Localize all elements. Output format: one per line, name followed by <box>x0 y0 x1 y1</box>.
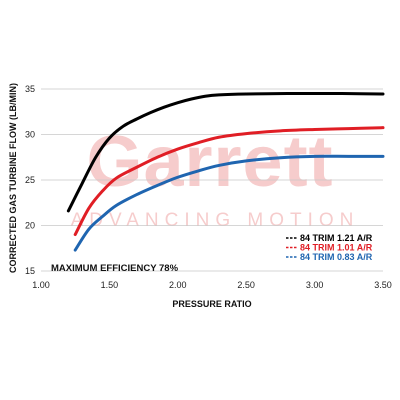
y-tick-label: 25 <box>25 175 35 185</box>
max-efficiency-annotation: MAXIMUM EFFICIENCY 78% <box>51 263 179 274</box>
x-tick-label: 3.50 <box>374 280 392 290</box>
x-tick-label: 1.50 <box>101 280 119 290</box>
x-tick-label: 2.00 <box>169 280 187 290</box>
y-axis-title: CORRECTED GAS TURBINE FLOW (LB/MIN) <box>8 83 18 273</box>
horizontal-gridlines <box>41 88 383 272</box>
y-tick-label: 20 <box>25 221 35 231</box>
chart-legend: 84 TRIM 1.21 A/R84 TRIM 1.01 A/R84 TRIM … <box>286 233 373 262</box>
series-line-121 <box>66 92 385 213</box>
series-lines <box>66 92 385 252</box>
x-tick-label: 2.50 <box>237 280 255 290</box>
series-line-101 <box>73 126 385 237</box>
legend-label-121: 84 TRIM 1.21 A/R <box>300 233 373 243</box>
y-tick-label: 15 <box>25 266 35 276</box>
legend-label-083: 84 TRIM 0.83 A/R <box>300 252 373 262</box>
y-tick-label: 30 <box>25 130 35 140</box>
watermark-tagline: ADVANCING MOTION <box>71 210 360 231</box>
series-line-083 <box>73 154 385 252</box>
x-axis-title: PRESSURE RATIO <box>172 299 251 309</box>
y-tick-label: 35 <box>25 84 35 94</box>
x-tick-label: 3.00 <box>306 280 324 290</box>
axis-ticks: 15 20 25 30 35 1.00 1.50 2.00 2.50 3.00 3.50 <box>25 84 392 290</box>
watermark-word: Garrett <box>86 122 333 202</box>
x-tick-label: 1.00 <box>32 280 50 290</box>
legend-label-101: 84 TRIM 1.01 A/R <box>300 243 373 253</box>
